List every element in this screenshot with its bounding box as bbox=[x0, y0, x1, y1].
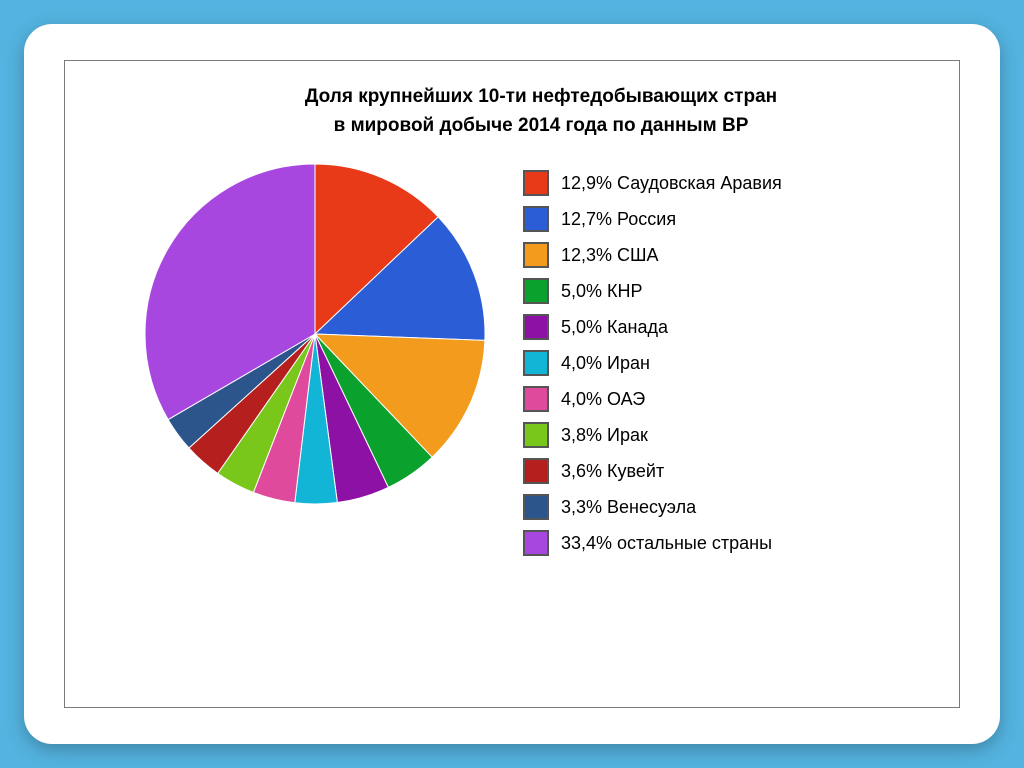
legend-row: 4,0% ОАЭ bbox=[523, 386, 937, 412]
legend-label: 3,3% Венесуэла bbox=[561, 497, 696, 518]
legend-swatch bbox=[523, 206, 549, 232]
legend-label: 12,7% Россия bbox=[561, 209, 676, 230]
legend-label: 12,9% Саудовская Аравия bbox=[561, 173, 782, 194]
legend: 12,9% Саудовская Аравия 12,7% Россия 12,3%… bbox=[485, 164, 937, 566]
chart-title-line-1: Доля крупнейших 10-ти нефтедобывающих ст… bbox=[305, 86, 777, 107]
legend-swatch bbox=[523, 242, 549, 268]
legend-label: 3,6% Кувейт bbox=[561, 461, 664, 482]
content-card: Доля крупнейших 10-ти нефтедобывающих ст… bbox=[24, 24, 1000, 744]
legend-row: 4,0% Иран bbox=[523, 350, 937, 376]
chart-body: 12,9% Саудовская Аравия 12,7% Россия 12,3%… bbox=[145, 164, 937, 566]
legend-row: 33,4% остальные страны bbox=[523, 530, 937, 556]
legend-label: 12,3% США bbox=[561, 245, 659, 266]
legend-label: 5,0% Канада bbox=[561, 317, 668, 338]
legend-row: 5,0% Канада bbox=[523, 314, 937, 340]
legend-row: 12,9% Саудовская Аравия bbox=[523, 170, 937, 196]
chart-title-line-2: в мировой добыче 2014 года по данным ВР bbox=[334, 115, 749, 136]
legend-swatch bbox=[523, 170, 549, 196]
legend-row: 12,7% Россия bbox=[523, 206, 937, 232]
legend-row: 5,0% КНР bbox=[523, 278, 937, 304]
pie-svg bbox=[145, 164, 485, 504]
legend-swatch bbox=[523, 494, 549, 520]
legend-row: 12,3% США bbox=[523, 242, 937, 268]
legend-swatch bbox=[523, 278, 549, 304]
legend-swatch bbox=[523, 314, 549, 340]
legend-label: 4,0% Иран bbox=[561, 353, 650, 374]
page-background: Доля крупнейших 10-ти нефтедобывающих ст… bbox=[0, 0, 1024, 768]
legend-swatch bbox=[523, 350, 549, 376]
legend-label: 3,8% Ирак bbox=[561, 425, 648, 446]
legend-row: 3,8% Ирак bbox=[523, 422, 937, 448]
legend-label: 4,0% ОАЭ bbox=[561, 389, 645, 410]
legend-swatch bbox=[523, 422, 549, 448]
pie-chart bbox=[145, 164, 485, 509]
chart-frame: Доля крупнейших 10-ти нефтедобывающих ст… bbox=[64, 60, 960, 708]
legend-row: 3,6% Кувейт bbox=[523, 458, 937, 484]
legend-row: 3,3% Венесуэла bbox=[523, 494, 937, 520]
legend-swatch bbox=[523, 530, 549, 556]
chart-title: Доля крупнейших 10-ти нефтедобывающих ст… bbox=[145, 83, 937, 140]
legend-swatch bbox=[523, 458, 549, 484]
legend-label: 5,0% КНР bbox=[561, 281, 643, 302]
legend-swatch bbox=[523, 386, 549, 412]
legend-label: 33,4% остальные страны bbox=[561, 533, 772, 554]
